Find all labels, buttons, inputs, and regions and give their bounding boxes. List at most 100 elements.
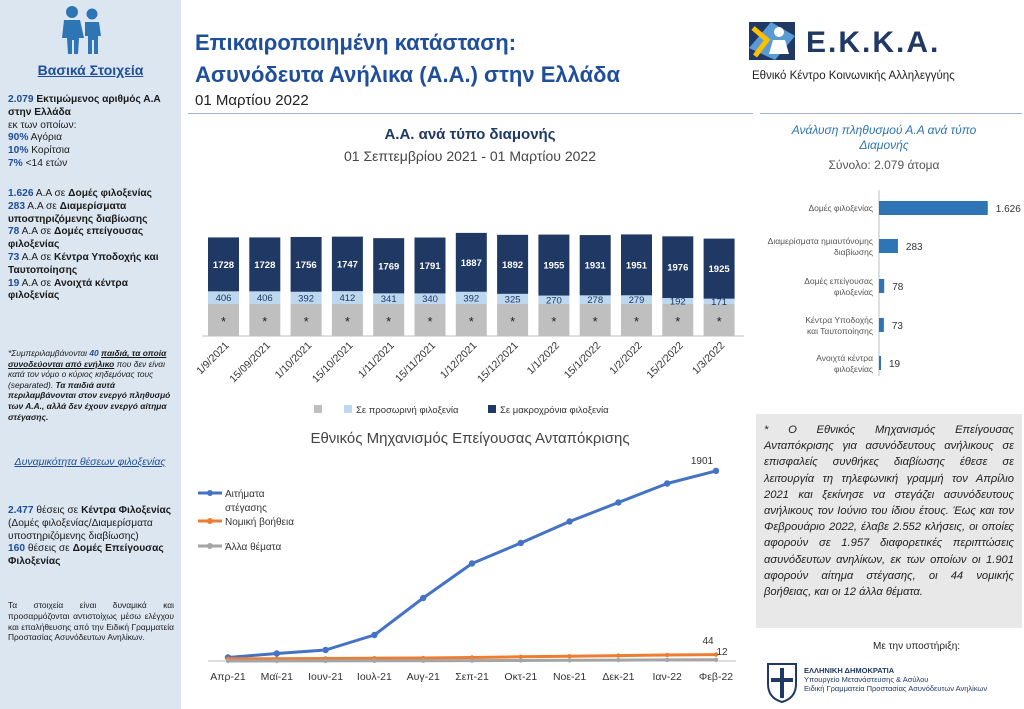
capacity-heading: Δυναμικότητα θέσεων φιλοξενίας	[14, 456, 166, 468]
acc4-num: 73	[8, 251, 20, 263]
separated-children-note: *Συμπεριλαμβάνονται 40 παιδιά, τα οποία …	[8, 348, 174, 422]
chart1-legend-swatch-longterm	[488, 405, 496, 413]
chart1-star-label: *	[304, 314, 309, 329]
chart1-x-tick: 15/09/2021	[227, 340, 273, 386]
chart3-x-tick: Απρ-21	[210, 671, 246, 683]
chart1-bar-longterm	[703, 238, 735, 299]
chart1-perm-label: 1747	[337, 259, 358, 270]
chart1-subtitle: 01 Σεπτεμβρίου 2021 - 01 Μαρτίου 2022	[344, 148, 596, 164]
logo-subtitle: Εθνικό Κέντρο Κοινωνικής Αλληλεγγύης	[752, 70, 955, 82]
chart2-bar	[879, 279, 885, 293]
chart1-temp-label: 270	[546, 295, 562, 306]
chart3-legend-line-text: Αιτήματα	[225, 488, 265, 500]
chart2-category-line: Κέντρα Υποδοχής	[805, 315, 873, 325]
chart2-value-label: 19	[889, 359, 901, 370]
page-title-line2: Ασυνόδευτα Ανήλικα (Α.Α.) στην Ελλάδα	[195, 62, 620, 87]
chart3-point-legal	[518, 654, 523, 659]
chart1-perm-label: 1728	[213, 260, 234, 271]
chart1-legend-temporary: Σε προσωρινή φιλοξενία	[356, 405, 459, 416]
acc5-text: Α.Α σε	[21, 277, 52, 289]
chart1-perm-label: 1769	[378, 261, 399, 272]
chart3-point-other	[372, 658, 377, 663]
chart3-point-legal	[665, 652, 670, 658]
chart1-bar-base	[373, 304, 405, 336]
chart3-point-other	[518, 658, 523, 663]
chart1-x-tick: 15/1/2022	[562, 340, 604, 382]
chart3-point-other	[665, 657, 670, 663]
chart1-perm-label: 1791	[419, 261, 441, 272]
chart3-point-housing	[664, 480, 671, 487]
acc2-text: Α.Α σε	[27, 200, 57, 212]
chart1-temp-label: 341	[381, 294, 397, 305]
cap2-num: 160	[8, 543, 25, 555]
chart1-bar-base	[579, 304, 611, 336]
chart1-temp-label: 392	[298, 293, 314, 304]
chart1-legend-swatch-base	[314, 405, 322, 413]
of-which-label: εκ των οποίων:	[8, 119, 77, 131]
chart3-legend-housing: Αιτήματα στέγασης	[225, 488, 267, 514]
chart1-star-label: *	[510, 314, 515, 329]
chart3-end-label-housing: 1901	[691, 456, 714, 467]
emergency-mechanism-line-chart: Απρ-21 Μαϊ-21 Ιουν-21 Ιουλ-21 Αυγ-21 Σεπ-21 Οκ…	[198, 456, 736, 683]
chart3-point-housing	[468, 560, 476, 567]
chart1-bar-base	[703, 304, 735, 336]
chart1-bar-base	[538, 304, 570, 336]
chart1-bar-temporary	[373, 293, 405, 304]
chart1-x-tick: 1/9/2021	[194, 340, 231, 377]
cap1-type: Κέντρα Φιλοξενίας	[81, 505, 172, 516]
chart3-point-other	[469, 658, 475, 663]
chart1-bar-temporary	[249, 291, 281, 304]
chart2-bar	[879, 356, 881, 370]
chart1-bar-longterm	[373, 238, 405, 294]
chart1-x-tick: 15/11/2021	[393, 340, 438, 385]
note-number: 40	[89, 348, 99, 358]
chart3-legend-marker-housing	[207, 490, 213, 496]
acc1-num: 1.626	[8, 188, 34, 199]
chart1-temp-label: 392	[463, 293, 479, 304]
chart3-point-other	[225, 658, 231, 664]
acc1-type: Δομές φιλοξενίας	[68, 188, 152, 199]
chart3-point-legal	[469, 655, 475, 660]
chart2-category-line: και Ταυτοποίησης	[807, 326, 873, 336]
chart1-temp-label: 412	[339, 293, 355, 304]
chart1-bar-base	[455, 304, 487, 336]
total-label: Εκτιμώμενος αριθμός Α.Α στην Ελλάδα	[8, 94, 161, 118]
acc3-text: Α.Α σε	[21, 226, 52, 238]
girls-pct: 10%	[8, 145, 29, 157]
chart1-bar-longterm	[538, 234, 570, 296]
chart1-star-label: *	[469, 314, 474, 329]
acc4-type: Κέντρα Υποδοχής και Ταυτοποίησης	[8, 251, 159, 276]
under14-label: <14 ετών	[25, 157, 68, 169]
chart3-x-tick: Αυγ-21	[407, 671, 440, 683]
cap1-detail: (Δομές φιλοξενίας/Διαμερίσματα υποστηριζ…	[8, 517, 153, 542]
chart1-x-tick: 1/3/2022	[690, 340, 727, 377]
chart1-x-tick: 15/10/2021	[310, 340, 356, 386]
chart1-x-tick: 1/2/2022	[607, 340, 644, 377]
chart3-x-tick: Ιουν-21	[308, 671, 343, 683]
chart1-bar-base	[662, 304, 694, 336]
chart1-bar-longterm	[621, 234, 652, 296]
chart1-star-label: *	[675, 314, 680, 329]
chart3-title: Εθνικός Μηχανισμός Επείγουσας Ανταπόκρισ…	[310, 430, 630, 447]
chart1-title: Α.Α. ανά τύπο διαμονής	[384, 126, 556, 143]
chart2-category-line: Διαμερίσματα ημιαυτόνομης	[768, 236, 873, 246]
sidebar-heading: Βασικά Στοιχεία	[37, 62, 144, 78]
chart3-legend-marker-other	[207, 543, 213, 549]
chart1-x-tick: 1/10/2021	[273, 340, 315, 382]
chart1-bar-longterm	[455, 232, 487, 292]
cap1-num: 2.477	[8, 505, 34, 516]
chart1-bar-longterm	[249, 237, 281, 292]
chart1-star-label: *	[221, 314, 226, 329]
chart3-x-tick: Δεκ-21	[602, 671, 634, 683]
under14-pct: 7%	[8, 157, 23, 169]
chart1-bar-temporary	[621, 295, 652, 304]
chart3-point-housing	[566, 518, 573, 525]
chart1-bar-base	[621, 304, 652, 336]
chart3-x-tick: Οκτ-21	[504, 671, 537, 683]
acc1-text: Α.Α σε	[35, 188, 66, 199]
chart3-legend-other: Άλλα θέματα	[225, 541, 281, 553]
chart3-point-housing	[322, 646, 329, 654]
header-divider-right	[760, 113, 1022, 114]
chart1-bar-longterm	[497, 234, 529, 294]
header-divider	[188, 113, 753, 114]
